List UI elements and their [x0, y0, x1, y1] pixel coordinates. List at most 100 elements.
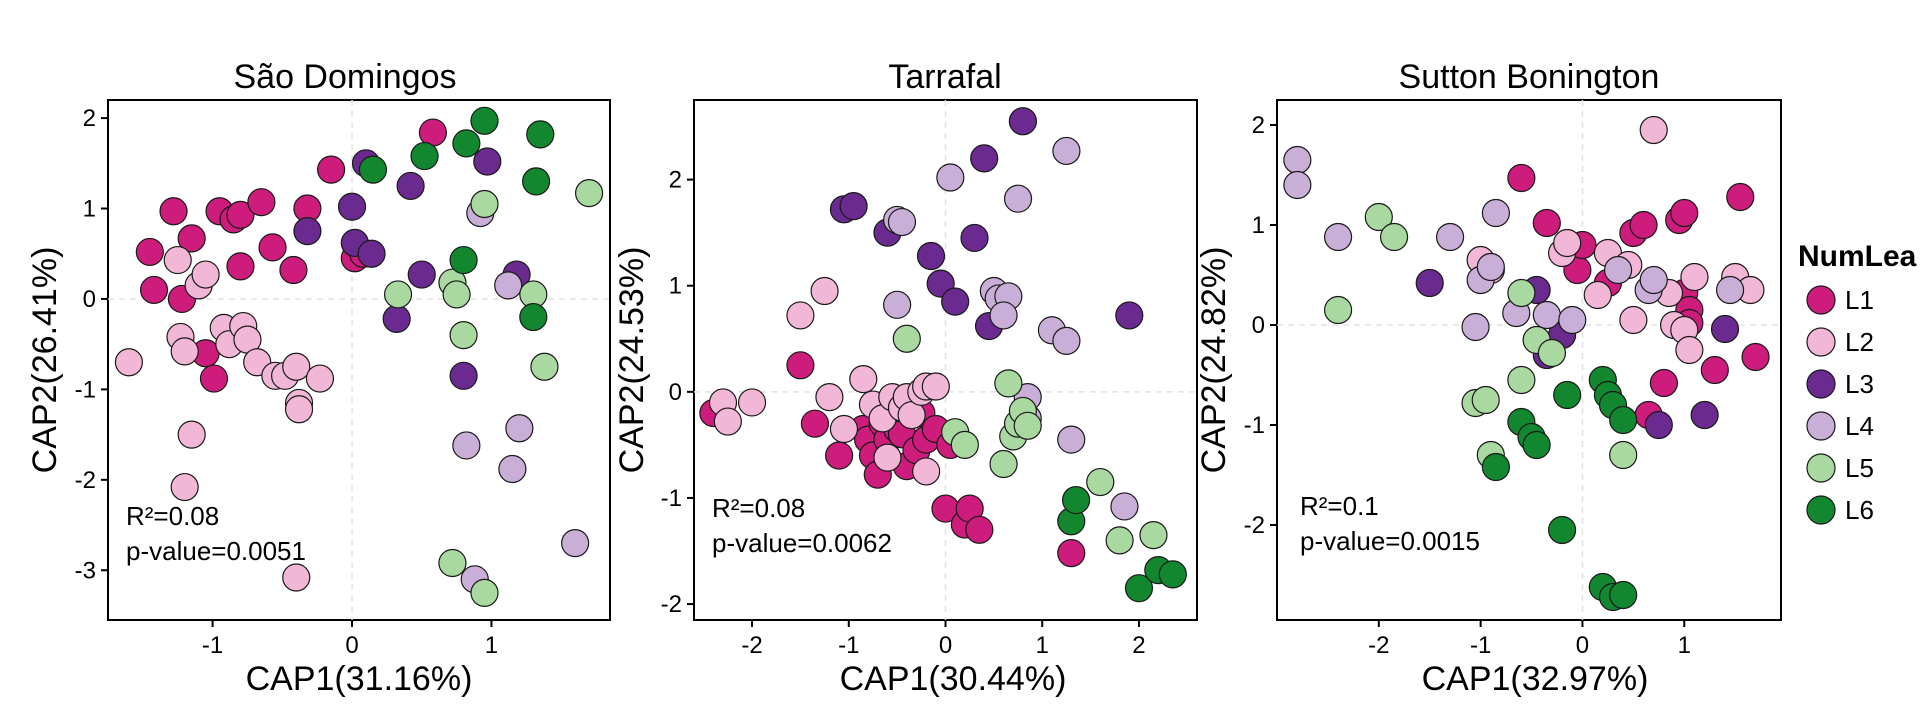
data-point-l4: [1476, 252, 1505, 282]
y-tick-label: 2: [1252, 112, 1265, 139]
data-point-l3: [1690, 400, 1719, 430]
panel-title: Tarrafal: [888, 58, 1001, 96]
legend-swatch-l6: [1806, 495, 1836, 525]
data-point-l4: [1057, 425, 1086, 454]
data-point-l3: [1008, 107, 1037, 136]
y-tick-label: 0: [83, 286, 96, 313]
data-point-l3: [407, 260, 436, 289]
legend-label-l6: L6: [1845, 495, 1874, 525]
data-point-l3: [970, 144, 999, 173]
y-tick-label: 1: [1252, 212, 1265, 239]
data-point-l2: [1675, 335, 1704, 365]
y-axis-ticks: -3 -2 -1 0 1 2: [75, 105, 108, 584]
x-axis-ticks: -2 -1 0 1: [1368, 620, 1691, 659]
data-point-l1: [135, 237, 164, 267]
data-point-l1: [824, 441, 854, 470]
data-point-l4: [1461, 312, 1490, 342]
data-point-l1: [258, 233, 287, 262]
data-point-l5: [1471, 385, 1500, 415]
data-point-l2: [305, 364, 335, 393]
data-point-l6: [1547, 515, 1577, 545]
data-point-l5: [1139, 521, 1168, 550]
data-point-l1: [965, 515, 994, 544]
data-point-l4: [1283, 145, 1312, 175]
x-tick-label: 1: [1036, 632, 1049, 659]
data-point-l5: [449, 321, 478, 350]
y-axis-label: CAP2(26.41%): [26, 247, 64, 474]
y-tick-label: -2: [75, 467, 96, 494]
data-point-l5: [989, 449, 1018, 479]
data-point-l4: [936, 163, 965, 192]
x-axis-ticks: -2 -1 0 1 2: [741, 620, 1146, 659]
legend-swatch-l4: [1806, 411, 1836, 441]
legend-items: L1 L2 L3 L4 L5 L6: [1806, 285, 1874, 525]
data-point-l2: [815, 383, 844, 412]
data-point-l4: [1532, 300, 1561, 330]
y-tick-label: 1: [83, 196, 96, 223]
y-tick-label: 1: [669, 273, 682, 300]
data-point-l5: [1507, 365, 1536, 395]
data-point-l3: [941, 287, 970, 316]
data-point-l5: [383, 280, 413, 309]
data-point-l3: [1115, 301, 1144, 330]
data-point-l6: [1609, 580, 1638, 610]
data-point-l2: [282, 352, 311, 381]
legend-swatch-l1: [1806, 285, 1836, 315]
data-point-l2: [810, 276, 839, 306]
data-point-l6: [1609, 405, 1638, 435]
y-tick-label: -3: [75, 557, 96, 584]
data-point-l1: [317, 155, 346, 184]
data-point-l4: [1481, 198, 1511, 228]
data-point-l2: [1619, 305, 1648, 335]
data-point-l4: [1052, 326, 1081, 355]
data-point-l3: [960, 223, 989, 253]
y-axis-ticks: -2 -1 0 1 2: [1244, 112, 1277, 539]
data-point-l4: [1110, 492, 1139, 521]
x-tick-label: 0: [1576, 632, 1589, 659]
data-point-l4: [989, 301, 1018, 330]
legend-label-l3: L3: [1845, 369, 1874, 399]
legend-label-l1: L1: [1845, 285, 1874, 315]
data-point-l1: [247, 188, 276, 217]
data-point-l1: [199, 364, 229, 393]
data-point-l2: [114, 348, 144, 377]
data-point-l1: [1057, 539, 1086, 568]
data-point-l6: [410, 141, 439, 171]
data-point-l2: [170, 472, 199, 502]
data-point-l6: [526, 120, 555, 149]
data-point-l5: [1364, 202, 1393, 232]
panel-title: São Domingos: [233, 58, 456, 96]
data-point-l2: [829, 414, 859, 444]
y-tick-label: -1: [661, 485, 682, 512]
data-point-l1: [800, 409, 830, 438]
y-tick-label: 2: [83, 105, 96, 132]
data-point-l1: [786, 351, 815, 380]
data-point-l5: [1537, 338, 1567, 368]
data-point-l1: [1700, 355, 1729, 385]
data-point-l1: [1670, 198, 1699, 228]
data-point-l2: [170, 337, 199, 366]
data-point-l4: [494, 271, 523, 300]
data-point-l4: [1558, 305, 1587, 335]
y-tick-label: 0: [1252, 312, 1265, 339]
data-point-l5: [1379, 222, 1409, 252]
data-point-l4: [505, 414, 534, 443]
data-point-l2: [1583, 280, 1612, 310]
data-point-l2: [191, 260, 220, 289]
y-tick-label: -2: [661, 591, 682, 618]
data-point-l2: [786, 301, 815, 330]
data-points: [114, 106, 604, 607]
y-axis-ticks: -2 -1 0 1 2: [661, 167, 694, 618]
data-point-l6: [1158, 560, 1187, 589]
data-point-l3: [382, 304, 411, 333]
data-point-l6: [1061, 485, 1091, 515]
data-point-l2: [282, 563, 311, 592]
data-point-l4: [498, 454, 527, 484]
x-tick-label: 1: [485, 632, 498, 659]
x-tick-label: -2: [741, 632, 762, 659]
panel-sutton-bonington: Sutton Bonington -2 -1 0 1 -2 -1 0 1 2 R²=0.1 p…: [1195, 58, 1782, 698]
legend-swatch-l3: [1806, 369, 1836, 399]
data-point-l4: [1639, 265, 1668, 295]
